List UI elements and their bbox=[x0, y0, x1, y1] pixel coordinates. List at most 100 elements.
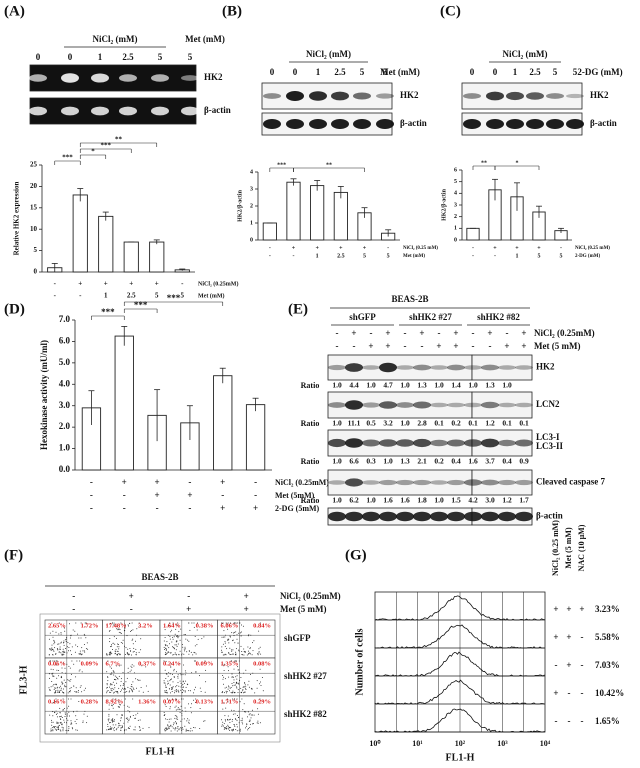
event-dot bbox=[84, 710, 86, 712]
event-dot bbox=[128, 706, 130, 708]
event-dot bbox=[261, 677, 263, 678]
event-dot bbox=[82, 720, 84, 722]
condition-mark: + bbox=[351, 328, 356, 338]
event-dot bbox=[50, 649, 52, 651]
event-dot bbox=[124, 654, 126, 655]
ratio: 1.8 bbox=[417, 496, 427, 505]
event-dot bbox=[120, 729, 122, 731]
event-dot bbox=[65, 638, 67, 640]
quadrant-percent: 0.09% bbox=[81, 660, 99, 667]
condition-mark: 2.5 bbox=[337, 253, 345, 259]
event-dot bbox=[229, 622, 231, 624]
event-dot bbox=[79, 686, 81, 688]
event-dot bbox=[131, 622, 133, 624]
event-dot bbox=[125, 647, 127, 649]
event-dot bbox=[106, 687, 108, 689]
event-dot bbox=[244, 711, 246, 713]
lane-label: 2.5 bbox=[122, 52, 134, 62]
event-dot bbox=[52, 660, 54, 662]
event-dot bbox=[109, 654, 111, 656]
event-dot bbox=[123, 692, 125, 693]
event-dot bbox=[245, 686, 247, 688]
event-dot bbox=[112, 642, 114, 644]
event-dot bbox=[165, 647, 167, 649]
event-dot bbox=[223, 665, 225, 667]
event-dot bbox=[236, 720, 238, 722]
event-dot bbox=[55, 698, 57, 700]
event-dot bbox=[167, 683, 169, 685]
event-dot bbox=[113, 688, 115, 690]
band bbox=[481, 511, 499, 522]
event-dot bbox=[119, 653, 121, 655]
band bbox=[464, 479, 482, 486]
ratio: 3.7 bbox=[485, 457, 495, 466]
event-dot bbox=[167, 727, 169, 729]
flow-cell bbox=[44, 619, 103, 659]
blot-label: HK2 bbox=[590, 90, 609, 100]
event-dot bbox=[65, 686, 67, 688]
event-dot bbox=[172, 724, 174, 726]
flow-cell bbox=[159, 657, 218, 697]
condition-mark: + bbox=[566, 632, 571, 642]
event-dot bbox=[116, 665, 118, 667]
event-dot bbox=[128, 691, 130, 693]
condition-mark: - bbox=[370, 328, 373, 338]
event-dot bbox=[167, 625, 169, 627]
event-dot bbox=[77, 633, 79, 635]
event-dot bbox=[170, 631, 172, 633]
condition-name: NiCl₂ (0.25 mM) bbox=[575, 246, 610, 251]
event-dot bbox=[166, 641, 168, 643]
event-dot bbox=[57, 686, 59, 688]
event-dot bbox=[257, 720, 259, 722]
event-dot bbox=[83, 633, 85, 635]
band bbox=[61, 73, 79, 83]
event-dot bbox=[259, 668, 261, 670]
significance: *** bbox=[101, 142, 112, 150]
event-dot bbox=[176, 640, 178, 642]
event-dot bbox=[239, 679, 241, 681]
event-dot bbox=[139, 719, 141, 721]
error-bar bbox=[51, 263, 58, 272]
event-dot bbox=[223, 727, 225, 729]
event-dot bbox=[174, 644, 176, 646]
ratio: 1.3 bbox=[485, 381, 495, 390]
event-dot bbox=[182, 727, 183, 729]
quadrant-percent: 1.36% bbox=[138, 698, 156, 705]
blot bbox=[29, 97, 197, 125]
event-dot bbox=[53, 640, 55, 642]
event-dot bbox=[173, 636, 175, 638]
ratio: 1.0 bbox=[434, 381, 444, 390]
event-dot bbox=[70, 720, 72, 722]
event-dot bbox=[232, 640, 234, 642]
event-dot bbox=[188, 703, 189, 705]
event-dot bbox=[107, 690, 109, 691]
event-dot bbox=[85, 687, 86, 689]
event-dot bbox=[139, 730, 141, 731]
event-dot bbox=[51, 673, 53, 675]
condition-mark: - bbox=[581, 632, 584, 642]
event-dot bbox=[174, 652, 176, 654]
event-dot bbox=[175, 653, 177, 655]
event-dot bbox=[107, 660, 109, 662]
event-dot bbox=[56, 722, 58, 724]
event-dot bbox=[174, 728, 176, 729]
event-dot bbox=[244, 682, 246, 684]
event-dot bbox=[236, 723, 238, 725]
error-bar bbox=[314, 180, 321, 191]
condition-name: NiCl₂ (0.25mM) bbox=[280, 591, 341, 601]
event-dot bbox=[110, 727, 112, 729]
event-dot bbox=[163, 680, 165, 682]
event-dot bbox=[179, 662, 181, 664]
y-tick-label: 15 bbox=[30, 203, 38, 211]
event-dot bbox=[232, 649, 234, 651]
event-dot bbox=[55, 653, 57, 654]
event-dot bbox=[127, 672, 129, 674]
event-dot bbox=[64, 712, 66, 714]
condition-mark: + bbox=[579, 604, 584, 614]
event-dot bbox=[169, 706, 171, 708]
event-dot bbox=[171, 686, 173, 688]
event-dot bbox=[181, 729, 183, 731]
bar bbox=[333, 191, 348, 241]
bar bbox=[262, 222, 277, 241]
event-dot bbox=[110, 692, 112, 693]
